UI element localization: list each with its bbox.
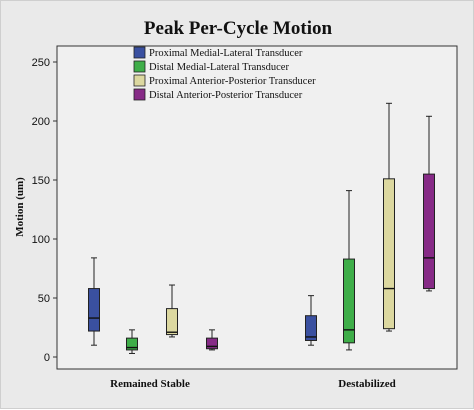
legend-swatch [133,46,146,59]
legend-swatch [133,88,146,101]
box-1-0 [126,329,138,354]
y-tick-label: 150 [32,175,50,187]
y-tick-label: 0 [44,352,50,364]
y-tick-label: 100 [32,234,50,246]
legend-label: Proximal Anterior-Posterior Transducer [149,76,316,87]
chart-title: Peak Per-Cycle Motion [144,18,333,39]
legend-swatch [133,60,146,73]
box-body [126,337,138,351]
box-3-0 [206,329,218,351]
legend: Proximal Medial-Lateral Transducer Distal… [133,46,316,101]
box-body [343,258,355,344]
box-2-0 [166,284,178,338]
axes: 0 50 100 150 200 250 Remained Stable Destabiliz… [32,57,396,390]
x-category-label: Remained Stable [110,378,190,390]
box-0-1 [305,295,317,346]
box-body [206,337,218,350]
box-1-1 [343,190,355,351]
box-body [166,308,178,336]
x-category-label: Destabilized [338,378,395,390]
legend-label: Distal Medial-Lateral Transducer [149,62,289,73]
box-body [305,315,317,341]
legend-label: Proximal Medial-Lateral Transducer [149,48,303,59]
box-3-1 [423,115,435,292]
y-tick-label: 50 [38,293,50,305]
legend-label: Distal Anterior-Posterior Transducer [149,90,303,101]
box-2-1 [383,102,395,332]
y-tick-label: 200 [32,116,50,128]
box-0-0 [88,257,100,346]
box-body [88,288,100,332]
box-body [383,178,395,330]
box-body [423,173,435,290]
y-axis-label: Motion (um) [14,177,26,237]
y-tick-label: 250 [32,57,50,69]
box-series [88,102,435,354]
legend-swatch [133,74,146,87]
